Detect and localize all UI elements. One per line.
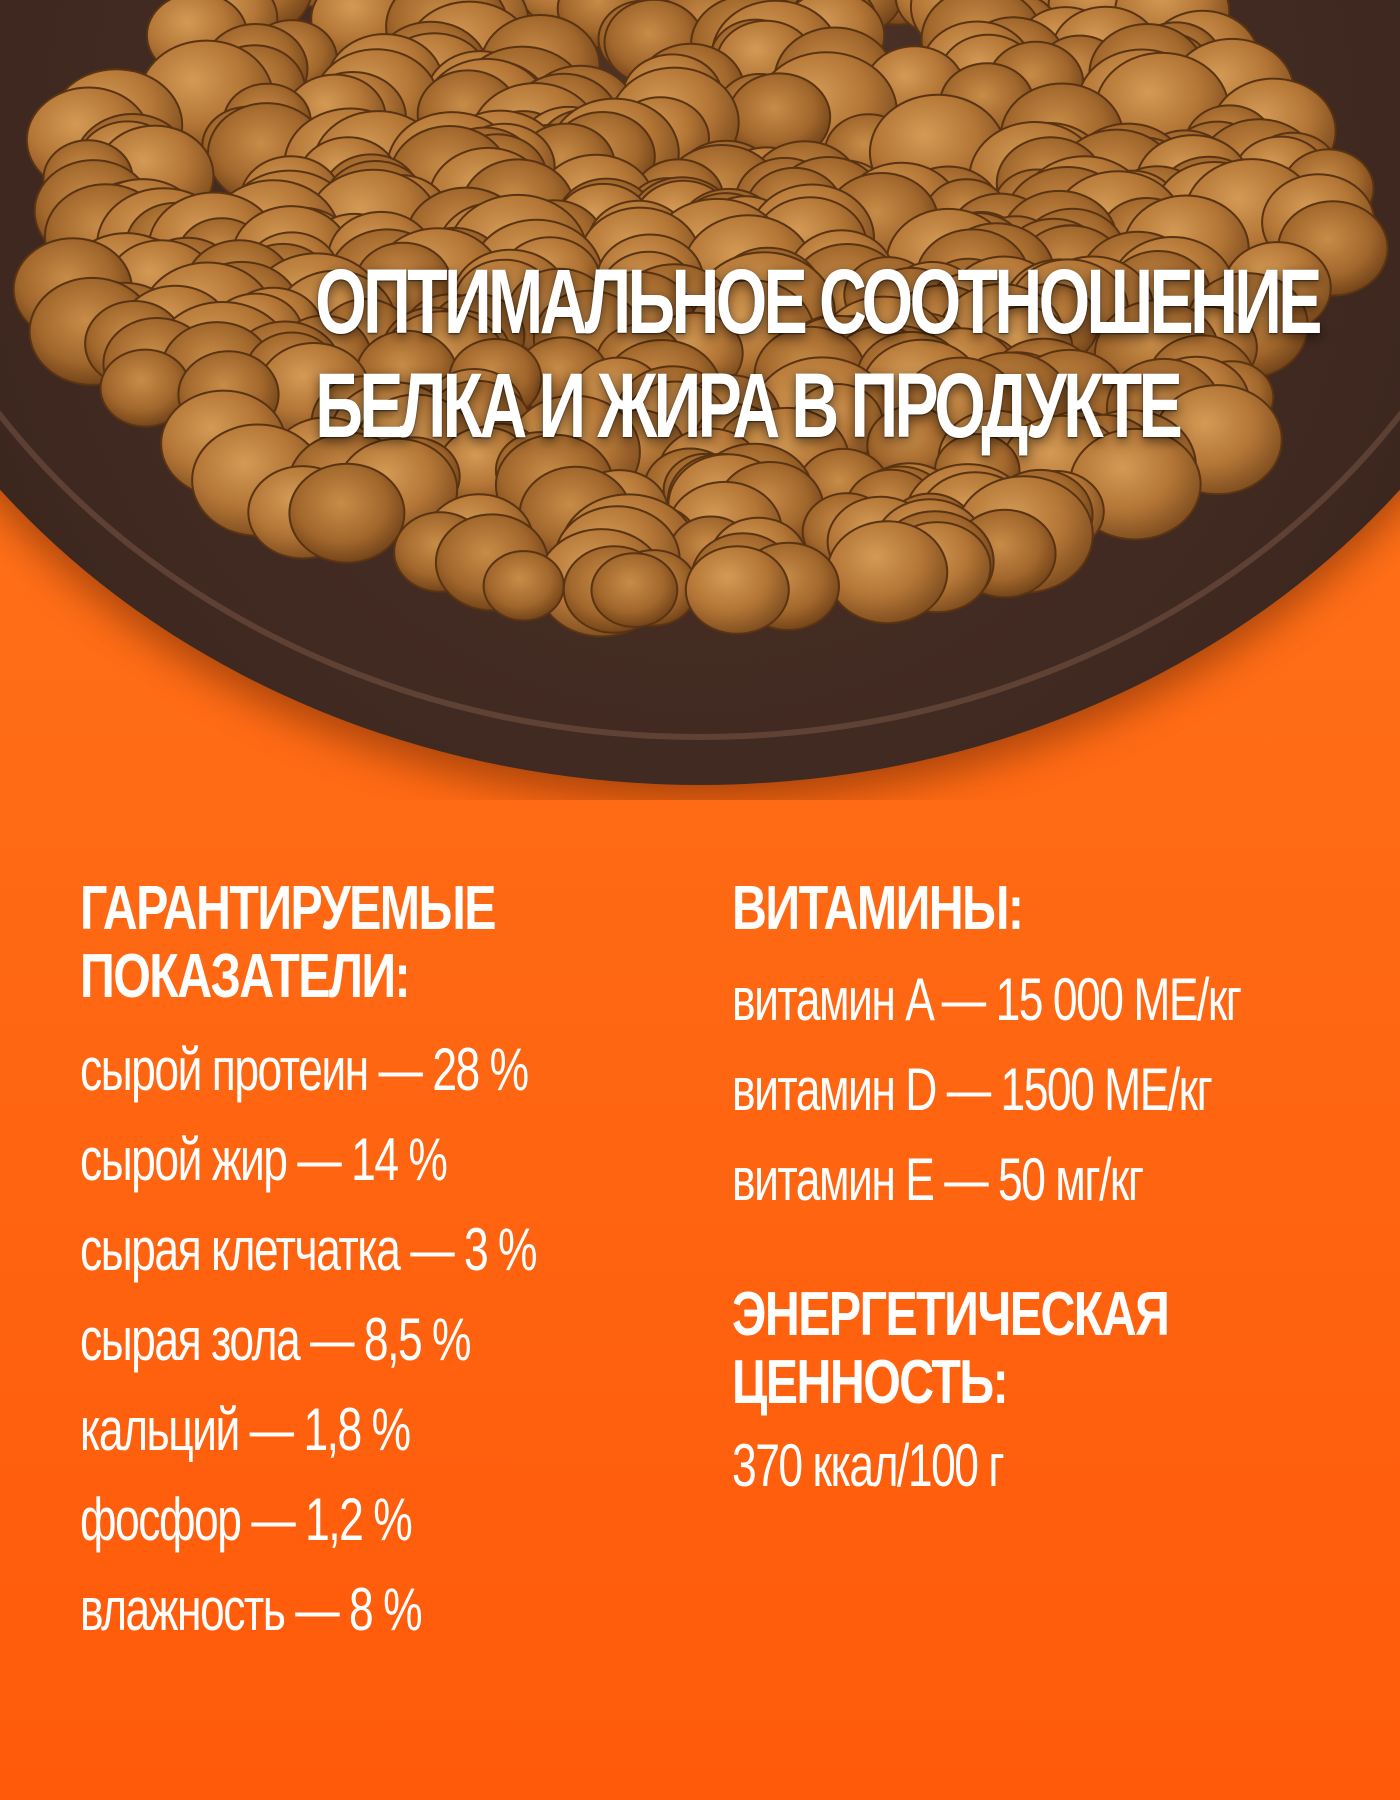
kibble-piece bbox=[482, 550, 565, 622]
vitamins-list: витамин A — 15 000 МЕ/кг витамин D — 150… bbox=[732, 955, 1352, 1225]
kibble-piece bbox=[288, 462, 406, 564]
list-item: сырая клетчатка — 3 % bbox=[80, 1216, 538, 1283]
hero-title-line-1: ОПТИМАЛЬНОЕ СООТНОШЕНИЕ bbox=[315, 251, 1322, 353]
energy-section: ЭНЕРГЕТИЧЕСКАЯ ЦЕННОСТЬ: 370 ккал/100 г bbox=[732, 1281, 1352, 1511]
guaranteed-heading-line-2: ПОКАЗАТЕЛИ: bbox=[80, 942, 411, 1011]
list-item: фосфор — 1,2 % bbox=[80, 1486, 413, 1553]
list-item: кальций — 1,8 % bbox=[80, 1396, 411, 1463]
energy-heading-line-2: ЦЕННОСТЬ: bbox=[732, 1348, 1009, 1417]
kibble-piece bbox=[826, 520, 949, 625]
vitamins-heading: ВИТАМИНЫ: bbox=[732, 874, 1024, 943]
hero-title: ОПТИМАЛЬНОЕ СООТНОШЕНИЕ БЕЛКА И ЖИРА В П… bbox=[315, 250, 1322, 458]
list-item: витамин D — 1500 МЕ/кг bbox=[732, 1056, 1213, 1123]
list-item: сырой протеин — 28 % bbox=[80, 1036, 529, 1103]
guaranteed-indicators-section: ГАРАНТИРУЕМЫЕ ПОКАЗАТЕЛИ: сырой протеин … bbox=[80, 875, 680, 1655]
bowl-rim bbox=[0, 0, 1400, 740]
kibble-image bbox=[0, 0, 1400, 800]
kibble-piece bbox=[684, 545, 790, 635]
vitamins-heading-block: ВИТАМИНЫ: bbox=[732, 875, 1352, 955]
energy-value: 370 ккал/100 г bbox=[732, 1432, 1005, 1499]
guaranteed-heading: ГАРАНТИРУЕМЫЕ ПОКАЗАТЕЛИ: bbox=[80, 875, 680, 1025]
energy-heading: ЭНЕРГЕТИЧЕСКАЯ ЦЕННОСТЬ: bbox=[732, 1281, 1352, 1421]
list-item: сырая зола — 8,5 % bbox=[80, 1306, 472, 1373]
hero-title-line-2: БЕЛКА И ЖИРА В ПРОДУКТЕ bbox=[315, 355, 1183, 457]
guaranteed-list: сырой протеин — 28 % сырой жир — 14 % сы… bbox=[80, 1025, 680, 1655]
list-item: витамин E — 50 мг/кг bbox=[732, 1146, 1144, 1213]
list-item: влажность — 8 % bbox=[80, 1576, 423, 1643]
kibble-piece bbox=[590, 552, 679, 628]
vitamins-energy-section: ВИТАМИНЫ: витамин A — 15 000 МЕ/кг витам… bbox=[732, 875, 1352, 1511]
list-item: сырой жир — 14 % bbox=[80, 1126, 448, 1193]
list-item: витамин A — 15 000 МЕ/кг bbox=[732, 966, 1242, 1033]
hero-section: ОПТИМАЛЬНОЕ СООТНОШЕНИЕ БЕЛКА И ЖИРА В П… bbox=[0, 0, 1400, 800]
energy-heading-line-1: ЭНЕРГЕТИЧЕСКАЯ bbox=[732, 1280, 1170, 1349]
kibble-pile-graphic bbox=[12, 0, 1389, 638]
guaranteed-heading-line-1: ГАРАНТИРУЕМЫЕ bbox=[80, 874, 497, 943]
